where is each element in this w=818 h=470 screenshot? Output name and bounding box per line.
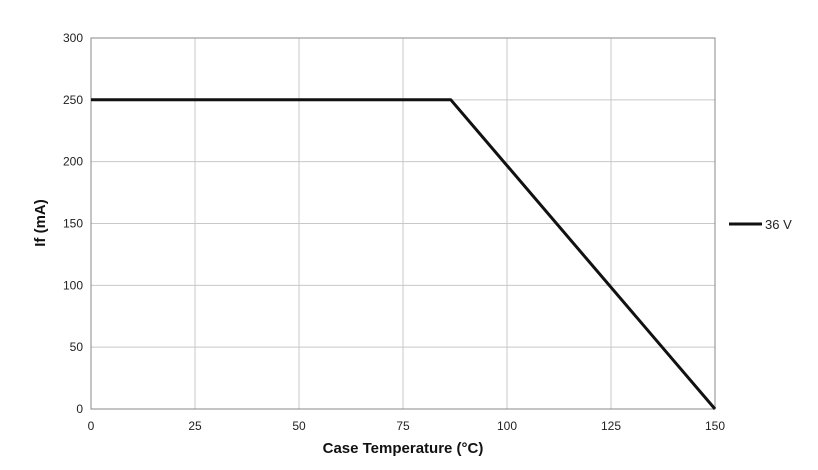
legend: 36 V — [729, 217, 792, 232]
x-axis-ticks: 0 25 50 75 100 125 150 — [88, 419, 726, 433]
y-tick-label: 100 — [63, 278, 83, 292]
y-tick-label: 150 — [63, 217, 83, 231]
x-tick-label: 125 — [601, 419, 621, 433]
y-axis-ticks: 0 50 100 150 200 250 300 — [63, 31, 83, 416]
y-tick-label: 200 — [63, 155, 83, 169]
x-axis-title: Case Temperature (°C) — [323, 440, 484, 457]
x-tick-label: 25 — [188, 419, 202, 433]
y-tick-label: 250 — [63, 93, 83, 107]
y-tick-label: 0 — [76, 402, 83, 416]
x-tick-label: 150 — [705, 419, 725, 433]
plot-area-frame — [90, 37, 716, 410]
y-tick-label: 50 — [70, 340, 84, 354]
legend-label-36v: 36 V — [765, 217, 792, 232]
x-tick-label: 100 — [497, 419, 517, 433]
x-tick-label: 50 — [292, 419, 306, 433]
y-tick-label: 300 — [63, 31, 83, 45]
x-tick-label: 0 — [88, 419, 95, 433]
x-tick-label: 75 — [396, 419, 410, 433]
series-line-36v — [91, 98, 717, 410]
y-axis-title: If (mA) — [32, 199, 49, 247]
series-group — [91, 98, 717, 410]
grid-lines — [90, 37, 716, 410]
